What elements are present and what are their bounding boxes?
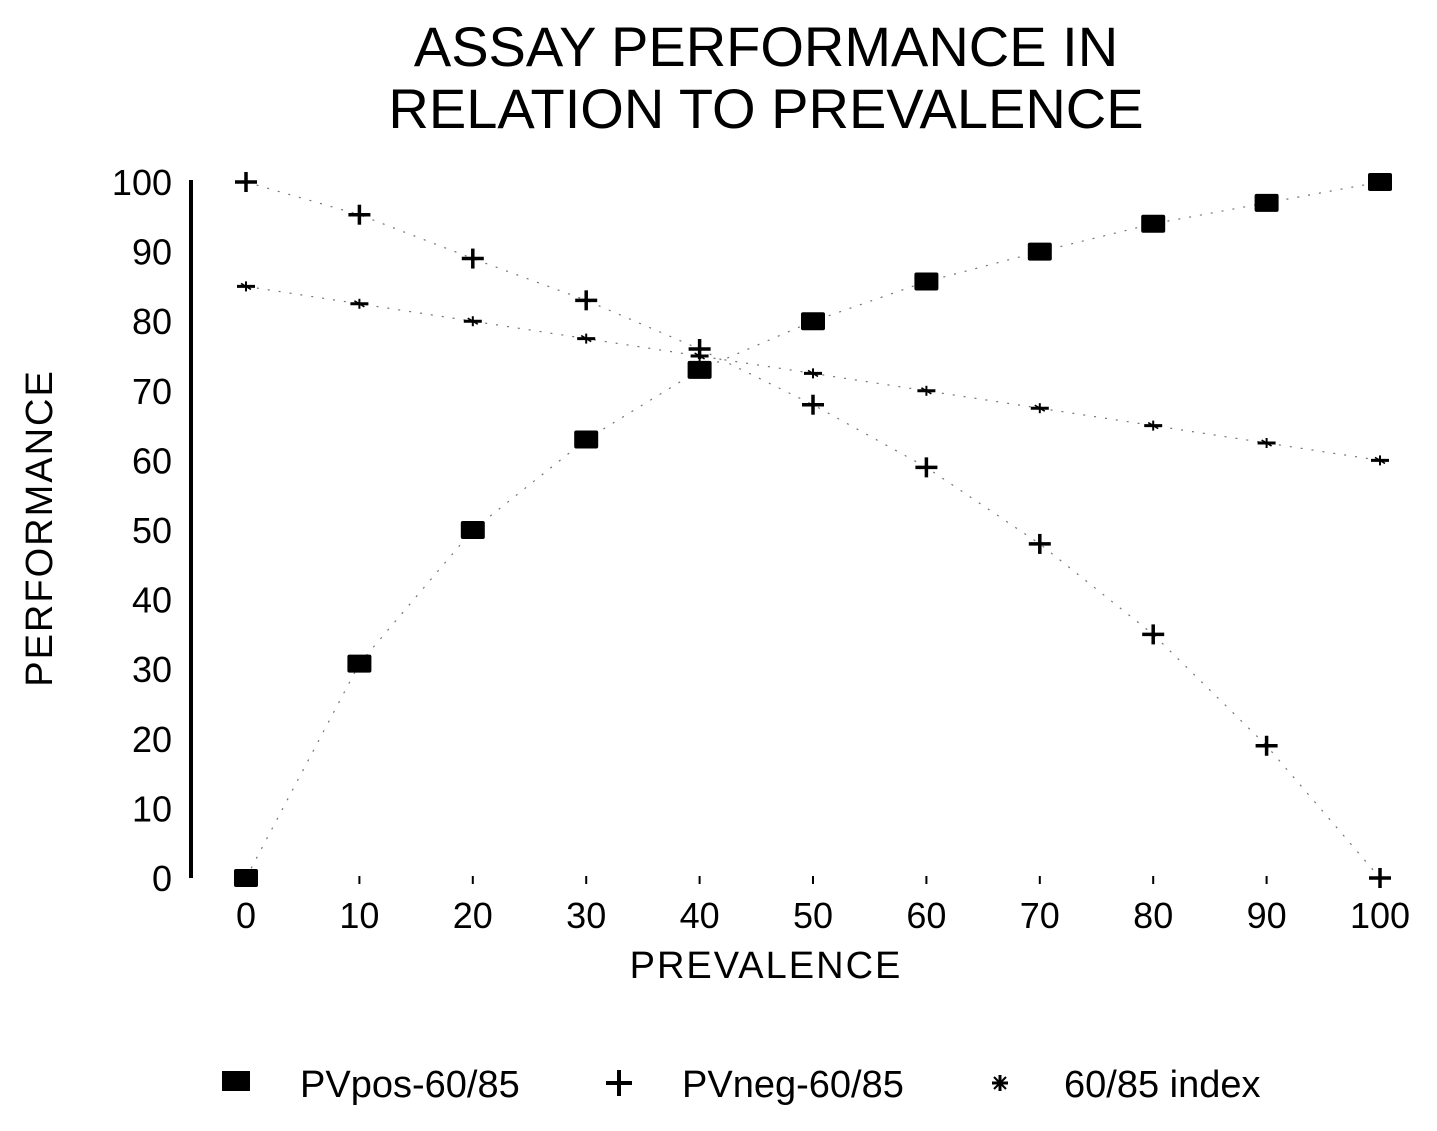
index-point-d1 — [240, 282, 252, 291]
series-layer — [234, 172, 1392, 888]
pvneg-point — [1255, 735, 1278, 756]
pvpos-point — [1254, 193, 1279, 212]
y-tick-labels: 0 10 20 30 40 50 60 70 80 90 100 — [112, 162, 172, 899]
x-tick-labels: 0 10 20 30 40 50 60 70 80 90 100 — [236, 876, 1410, 936]
index-point-d1 — [467, 317, 479, 325]
index-point — [1257, 438, 1276, 448]
legend-marker-index — [992, 1075, 1008, 1091]
y-tick-label: 100 — [112, 162, 172, 203]
index-point-d1 — [353, 300, 365, 308]
y-tick-label: 30 — [132, 649, 172, 690]
pvneg-point — [348, 204, 371, 225]
x-tick-label: 50 — [793, 895, 833, 936]
index-point-d1 — [1374, 456, 1386, 465]
x-tick-label: 30 — [566, 895, 606, 936]
pvpos-point — [801, 312, 825, 331]
pvneg-point — [1028, 533, 1051, 554]
x-tick-label: 100 — [1350, 895, 1410, 936]
pvneg-point — [1369, 868, 1391, 888]
legend: PVpos-60/85 PVneg-60/85 60/85 index — [222, 1064, 1261, 1106]
pvneg-point — [915, 457, 938, 478]
y-tick-label: 50 — [132, 510, 172, 551]
legend-label-pvneg: PVneg-60/85 — [682, 1064, 904, 1106]
index-point-d1 — [694, 352, 706, 360]
pvneg-point — [461, 248, 484, 269]
legend-marker-pvpos — [222, 1071, 250, 1091]
index-point — [1144, 420, 1163, 431]
x-tick-label: 80 — [1133, 895, 1173, 936]
x-tick-label: 70 — [1020, 895, 1060, 936]
legend-label-pvpos: PVpos-60/85 — [300, 1064, 520, 1106]
pvneg-point — [575, 290, 598, 311]
pvpos-point — [1027, 242, 1052, 261]
index-point-d1 — [920, 387, 932, 395]
y-tick-label: 70 — [132, 371, 172, 412]
x-axis-label: PREVALENCE — [630, 945, 903, 987]
legend-label-index: 60/85 index — [1064, 1064, 1261, 1106]
x-tick-label: 40 — [680, 895, 720, 936]
index-point-d1 — [1147, 421, 1159, 430]
index-point — [1371, 455, 1389, 466]
y-tick-label: 60 — [132, 440, 172, 481]
series-line-0 — [245, 181, 1381, 879]
index-point — [350, 298, 369, 309]
index-point-d1 — [1034, 404, 1046, 412]
x-tick-label: 20 — [453, 895, 493, 936]
pvpos-point — [347, 654, 372, 673]
pvpos-point — [460, 521, 485, 539]
pvpos-point — [1141, 214, 1166, 233]
index-point-d1 — [807, 369, 819, 378]
y-axis-label: PERFORMANCE — [19, 369, 61, 687]
index-point-d1 — [1261, 439, 1273, 447]
pvpos-point — [1368, 173, 1392, 191]
pvpos-point — [914, 272, 939, 291]
index-point — [1030, 403, 1049, 414]
index-point — [577, 333, 596, 344]
pvneg-point — [1142, 624, 1165, 645]
index-point — [917, 385, 936, 396]
y-tick-label: 20 — [132, 719, 172, 760]
series-line-1 — [245, 181, 1381, 879]
pvneg-point — [235, 172, 257, 192]
x-tick-label: 10 — [339, 895, 379, 936]
x-tick-label: 90 — [1247, 895, 1287, 936]
x-tick-label: 60 — [906, 895, 946, 936]
y-tick-label: 40 — [132, 580, 172, 621]
pvpos-point — [574, 430, 599, 449]
index-point — [690, 351, 709, 361]
pvneg-point — [802, 394, 824, 415]
x-tick-label: 0 — [236, 895, 256, 936]
index-point-d1 — [580, 334, 592, 343]
index-point — [463, 316, 482, 327]
legend-marker-pvneg — [606, 1070, 632, 1096]
y-tick-label: 90 — [132, 232, 172, 273]
chart-title-line-2: RELATION TO PREVALENCE — [388, 77, 1143, 140]
y-tick-label: 10 — [132, 788, 172, 829]
index-point — [804, 368, 822, 379]
y-tick-label: 0 — [152, 858, 172, 899]
chart-title-line-1: ASSAY PERFORMANCE IN — [414, 15, 1118, 78]
pvpos-point — [687, 360, 712, 379]
pvpos-point — [234, 869, 258, 887]
y-tick-label: 80 — [132, 301, 172, 342]
index-point — [237, 281, 255, 292]
